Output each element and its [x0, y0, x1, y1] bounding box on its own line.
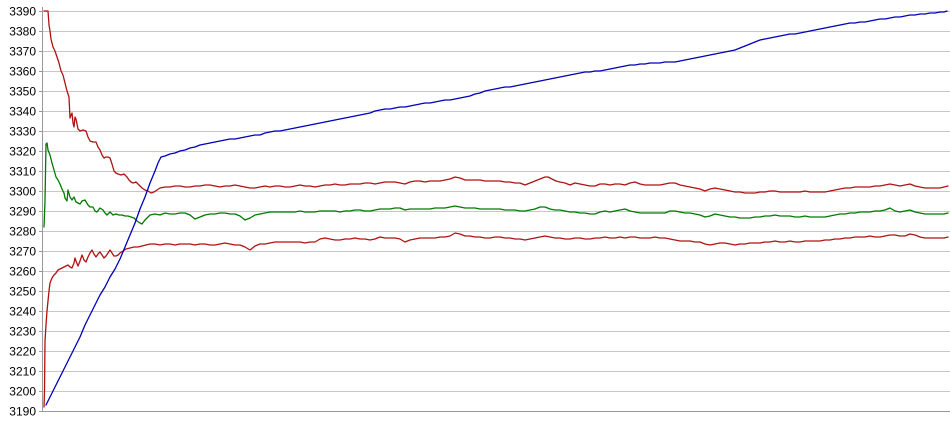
- series-lower-red-band-line: [43, 232, 949, 408]
- y-tick-label: 3320: [9, 145, 36, 159]
- series-blue-cumulative-line: [45, 10, 948, 406]
- y-tick-label: 3370: [9, 45, 36, 59]
- y-tick-label: 3380: [9, 25, 36, 39]
- y-tick-label: 3210: [9, 365, 36, 379]
- y-tick-label: 3330: [9, 125, 36, 139]
- y-tick-label: 3220: [9, 345, 36, 359]
- y-tick-label: 3240: [9, 305, 36, 319]
- axes: [42, 7, 950, 412]
- series-green-mid-line: [43, 142, 949, 228]
- y-tick-label: 3390: [9, 5, 36, 19]
- y-tick-label: 3360: [9, 65, 36, 79]
- y-tick-label: 3230: [9, 325, 36, 339]
- y-tick-label: 3200: [9, 385, 36, 399]
- y-tick-label: 3270: [9, 245, 36, 259]
- y-tick-label: 3190: [9, 405, 36, 419]
- y-tick-label: 3350: [9, 85, 36, 99]
- y-tick-label: 3310: [9, 165, 36, 179]
- gridlines: [43, 11, 950, 412]
- y-tick-label: 3250: [9, 285, 36, 299]
- y-tick-label: 3340: [9, 105, 36, 119]
- y-tick-label: 3280: [9, 225, 36, 239]
- y-tick-label: 3260: [9, 265, 36, 279]
- y-axis-labels: 3390 3380 3370 3360 3350 3340 3330 3320 3310 3300…: [9, 5, 36, 419]
- series-upper-red-band-line: [43, 10, 949, 194]
- y-tick-label: 3300: [9, 185, 36, 199]
- y-tick-label: 3290: [9, 205, 36, 219]
- series-lines: [43, 10, 949, 408]
